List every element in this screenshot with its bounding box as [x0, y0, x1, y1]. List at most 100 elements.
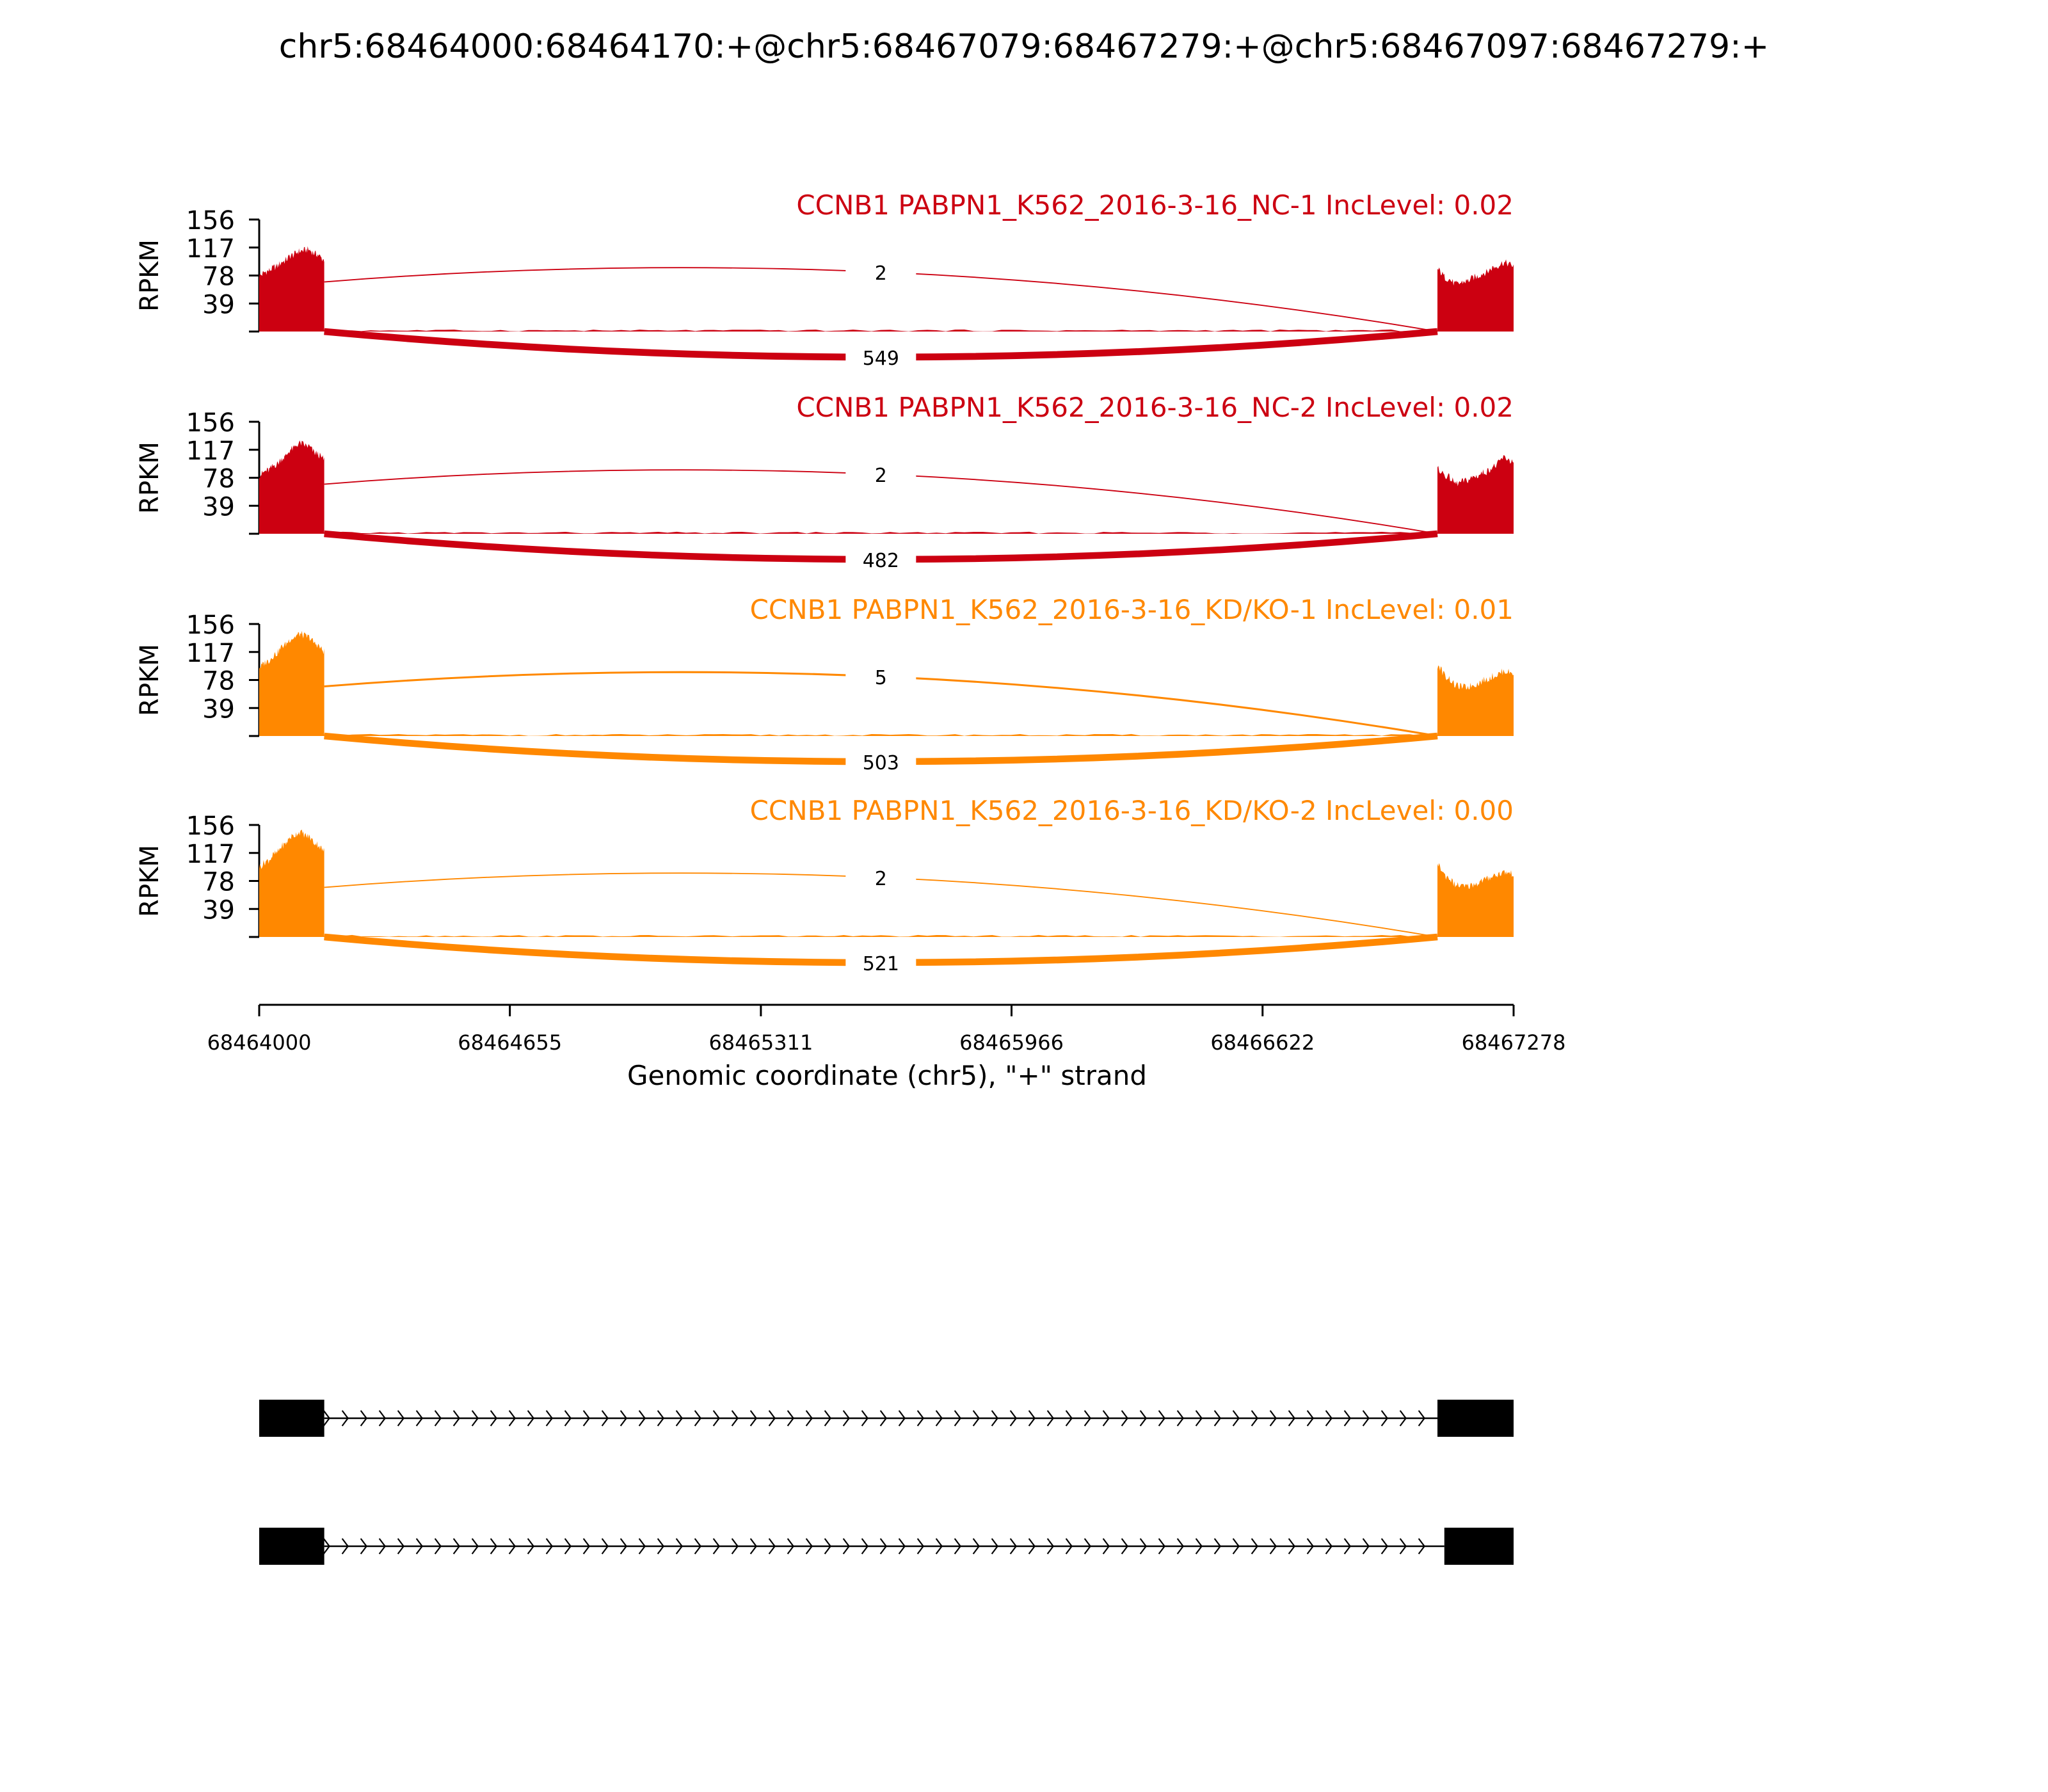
strand-arrow [378, 1410, 387, 1427]
y-axis-label: RPKM [135, 845, 164, 917]
strand-arrow [545, 1410, 554, 1427]
strand-arrow [1232, 1538, 1240, 1555]
strand-arrow [397, 1410, 405, 1427]
strand-arrow [1084, 1538, 1092, 1555]
strand-arrow [861, 1538, 869, 1555]
strand-arrow [1399, 1410, 1407, 1427]
strand-arrow [1121, 1538, 1129, 1555]
junction-count: 549 [863, 348, 899, 370]
strand-arrow [1102, 1410, 1110, 1427]
strand-arrow [508, 1410, 516, 1427]
strand-arrow [749, 1410, 758, 1427]
strand-arrow [935, 1410, 943, 1427]
strand-arrow [1343, 1410, 1352, 1427]
strand-arrow [323, 1410, 331, 1427]
strand-arrow [694, 1538, 702, 1555]
intron-coverage [324, 733, 1438, 736]
strand-arrow [1232, 1410, 1240, 1427]
strand-arrow [1102, 1538, 1110, 1555]
x-tick-label: 68465966 [959, 1030, 1064, 1055]
strand-arrow [861, 1410, 869, 1427]
strand-arrow [1065, 1538, 1073, 1555]
y-axis-label: RPKM [135, 239, 164, 312]
strand-arrow [341, 1538, 349, 1555]
junction-label-bg [845, 463, 916, 488]
strand-arrow [564, 1538, 572, 1555]
intron-coverage [324, 329, 1438, 332]
strand-arrow [1084, 1410, 1092, 1427]
y-tick-label: 156 [186, 408, 235, 438]
junction-label-bg [845, 260, 916, 285]
strand-arrow [749, 1538, 758, 1555]
junction-count: 2 [875, 868, 887, 890]
y-tick-label: 39 [202, 492, 235, 522]
strand-arrow [1046, 1538, 1055, 1555]
junction-label-bg [845, 866, 916, 891]
strand-arrow [582, 1410, 591, 1427]
strand-arrow [582, 1538, 591, 1555]
junction-label-bg [845, 548, 916, 572]
x-axis: 68464000 68464655 68465311 68465966 68466622… [207, 1004, 1565, 1055]
strand-arrow [935, 1538, 943, 1555]
strand-arrow [991, 1538, 999, 1555]
strand-arrow [675, 1410, 684, 1427]
strand-arrow [879, 1410, 888, 1427]
y-tick-label: 117 [186, 639, 235, 668]
strand-arrow [657, 1538, 665, 1555]
strand-arrow [879, 1538, 888, 1555]
strand-arrow [1380, 1410, 1389, 1427]
y-tick-label: 39 [202, 694, 235, 724]
strand-arrow [824, 1410, 832, 1427]
y-tick-label: 39 [202, 895, 235, 925]
junction-label-bg [845, 750, 916, 774]
strand-arrow [527, 1410, 535, 1427]
exon-coverage [1437, 455, 1514, 534]
strand-arrow [323, 1538, 331, 1555]
exon-block [259, 1528, 324, 1565]
strand-arrow [1009, 1410, 1018, 1427]
strand-arrow [1176, 1538, 1185, 1555]
isoform-track [259, 1400, 1514, 1565]
strand-arrow [1306, 1410, 1315, 1427]
strand-arrow [712, 1538, 721, 1555]
x-tick-label: 68465311 [708, 1030, 813, 1055]
x-tick-label: 68466622 [1210, 1030, 1315, 1055]
junction-count: 521 [863, 953, 899, 975]
strand-arrow [545, 1538, 554, 1555]
strand-arrow [1362, 1410, 1370, 1427]
intron-coverage [324, 934, 1438, 937]
x-tick-label: 68464000 [207, 1030, 312, 1055]
strand-arrow [1046, 1410, 1055, 1427]
strand-arrow [620, 1410, 628, 1427]
y-tick-label: 78 [202, 465, 235, 494]
strand-arrow [1288, 1538, 1296, 1555]
strand-arrow [508, 1538, 516, 1555]
exon-coverage [259, 829, 324, 937]
sample-label: CCNB1 PABPN1_K562_2016-3-16_KD/KO-1 IncL… [750, 594, 1514, 625]
strand-arrow [1121, 1410, 1129, 1427]
strand-arrow [490, 1538, 498, 1555]
y-tick-label: 78 [202, 667, 235, 696]
strand-arrow [694, 1410, 702, 1427]
y-tick-label: 117 [186, 436, 235, 466]
strand-arrow [898, 1410, 906, 1427]
strand-arrow [471, 1538, 479, 1555]
strand-arrow [1251, 1538, 1259, 1555]
exon-coverage [259, 440, 324, 534]
strand-arrow [675, 1538, 684, 1555]
strand-arrow [1139, 1410, 1148, 1427]
strand-arrow [1195, 1538, 1203, 1555]
chart-title: chr5:68464000:68464170:+@chr5:68467079:6… [279, 28, 1769, 66]
junction-count: 5 [875, 667, 887, 689]
strand-arrow [1251, 1410, 1259, 1427]
strand-arrow [1343, 1538, 1352, 1555]
y-tick-label: 78 [202, 262, 235, 292]
strand-arrow [1213, 1538, 1222, 1555]
strand-arrow [787, 1538, 795, 1555]
strand-arrow [657, 1410, 665, 1427]
y-tick-label: 117 [186, 840, 235, 869]
strand-arrow [954, 1410, 962, 1427]
